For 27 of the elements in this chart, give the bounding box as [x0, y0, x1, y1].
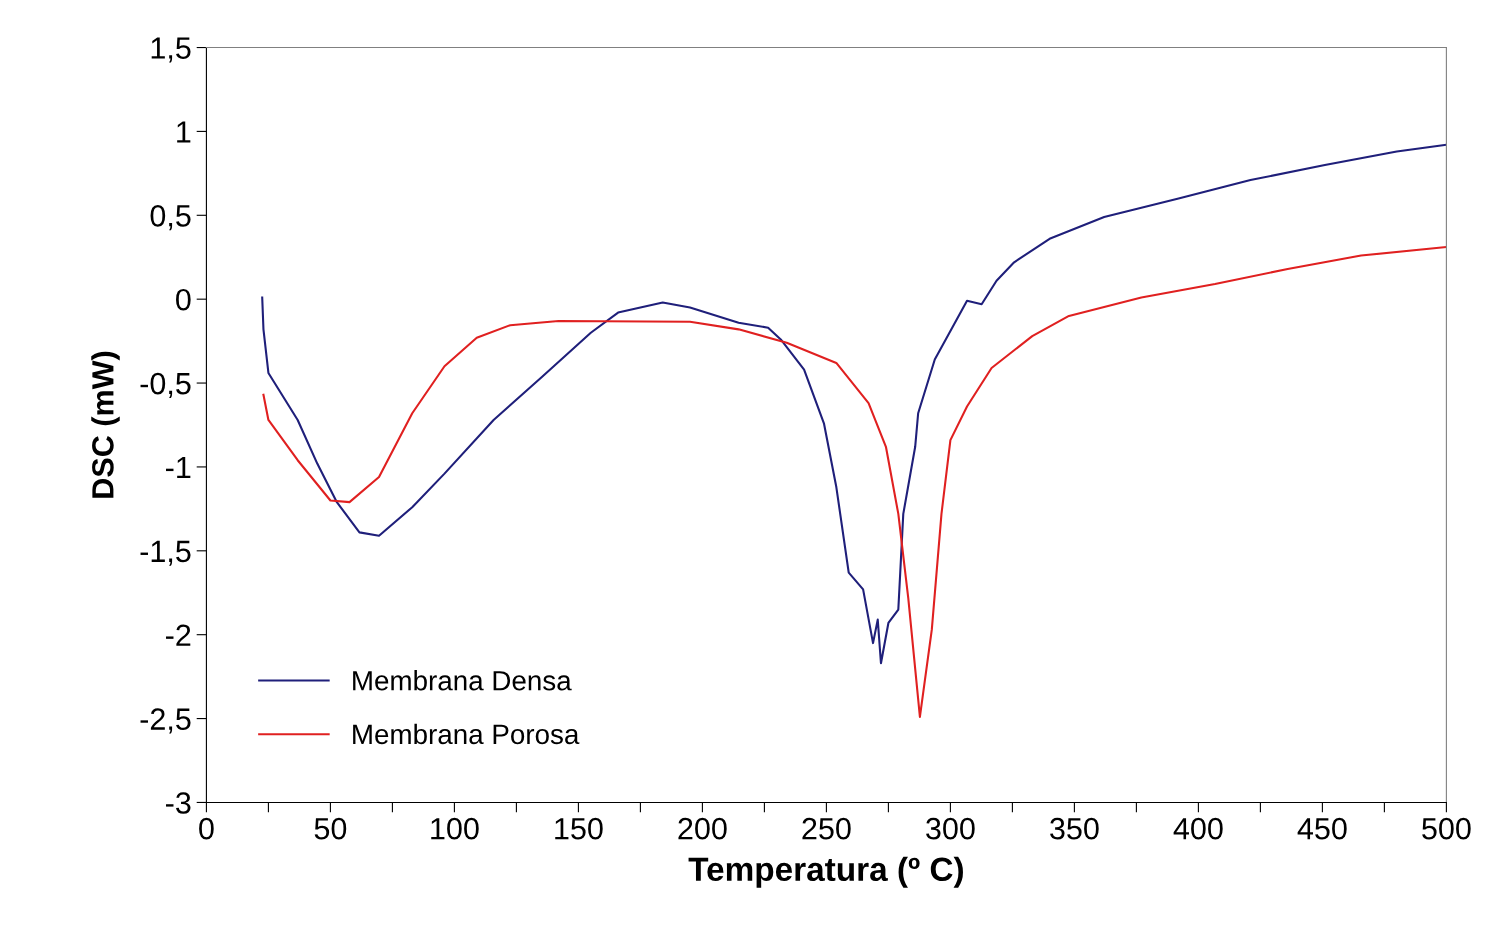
y-tick-label: 0,5 [150, 205, 191, 231]
x-tick-label: 50 [314, 817, 347, 840]
line-series [262, 246, 1447, 718]
y-axis-title: DSC (mW) [91, 351, 120, 498]
line-series [261, 143, 1447, 665]
x-tick-label: 250 [802, 817, 851, 840]
x-axis-title: Temperatura (º C) [688, 856, 963, 888]
x-tick-label: 100 [431, 817, 479, 840]
x-tick-label: 150 [555, 817, 603, 840]
y-tick-label: -3 [166, 792, 191, 814]
x-tick-label: 400 [1173, 817, 1223, 840]
legend-label: Membrana Densa [353, 670, 572, 691]
y-tick-label: -2 [166, 624, 191, 646]
y-tick-label: 1,5 [151, 37, 191, 63]
x-tick-label: 0 [199, 817, 214, 840]
legend-label: Membrana Porosa [353, 723, 580, 745]
y-tick-label: -2,5 [140, 708, 191, 734]
x-tick-label: 300 [926, 817, 975, 840]
y-tick-label: -0,5 [140, 372, 191, 399]
x-tick-label: 200 [678, 817, 727, 840]
y-tick-label: 0 [176, 288, 191, 311]
x-tick-label: 450 [1297, 817, 1347, 840]
y-tick-label: -1 [166, 456, 191, 478]
x-tick-label: 500 [1422, 817, 1471, 840]
y-tick-label: -1,5 [140, 540, 191, 566]
y-tick-label: 1 [177, 121, 191, 143]
x-tick-label: 350 [1050, 817, 1099, 840]
